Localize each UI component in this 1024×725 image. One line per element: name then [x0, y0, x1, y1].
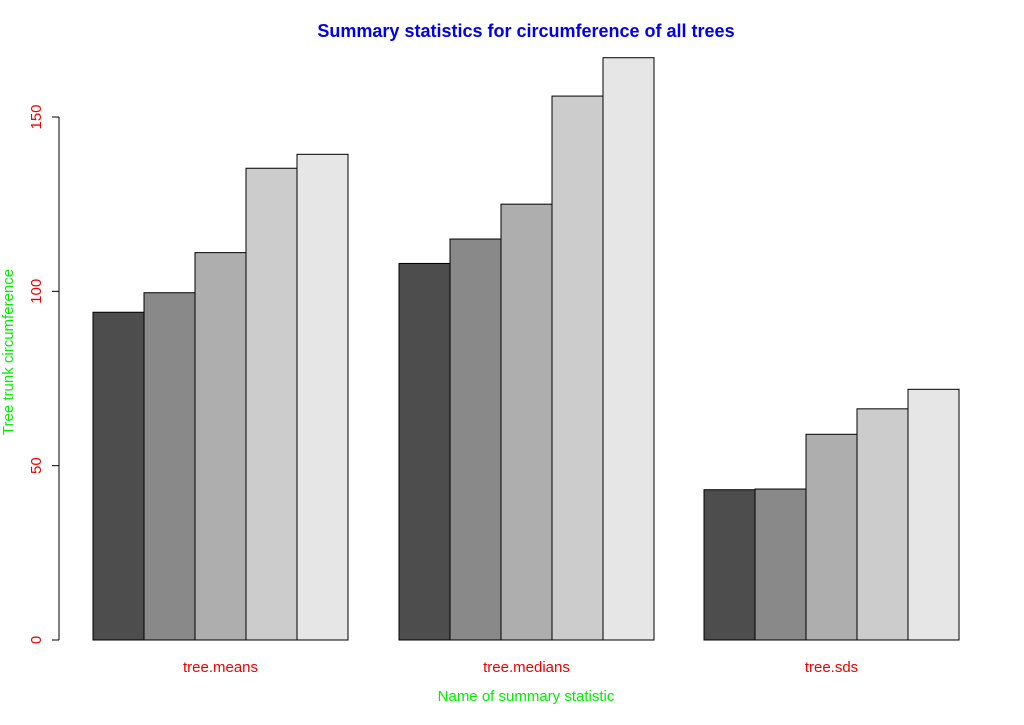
y-tick-label: 0	[28, 636, 45, 644]
x-category-label: tree.means	[183, 659, 258, 676]
bar-tree-sds-5	[907, 388, 960, 641]
bar-tree-means-1	[92, 311, 145, 641]
y-axis: 0 50 100 150	[28, 104, 60, 644]
bar-tree-means-4	[245, 167, 298, 641]
bar-tree-medians-1	[398, 262, 451, 641]
bar-tree-sds-4	[856, 408, 909, 641]
bar-tree-means-3	[194, 252, 247, 641]
y-tick-label: 150	[28, 104, 45, 129]
bar-tree-means-5	[296, 153, 349, 641]
x-category-label: tree.medians	[483, 659, 570, 676]
bar-tree-medians-4	[551, 95, 604, 641]
bar-tree-medians-5	[602, 57, 655, 641]
bar-tree-means-2	[143, 292, 196, 641]
bar-tree-sds-2	[754, 488, 807, 641]
bar-tree-medians-3	[500, 203, 553, 641]
y-tick-label: 50	[28, 457, 45, 474]
x-axis-label: Name of summary statistic	[438, 688, 615, 705]
bar-tree-sds-3	[805, 433, 858, 641]
x-category-label: tree.sds	[805, 659, 858, 676]
y-tick-label: 100	[28, 279, 45, 304]
bar-group	[92, 57, 960, 641]
bar-tree-sds-1	[703, 489, 756, 641]
y-axis-label: Tree trunk circumference	[0, 269, 17, 435]
chart-title: Summary statistics for circumference of …	[317, 21, 734, 41]
bar-tree-medians-2	[449, 238, 502, 641]
category-labels: tree.means tree.medians tree.sds	[183, 659, 858, 676]
